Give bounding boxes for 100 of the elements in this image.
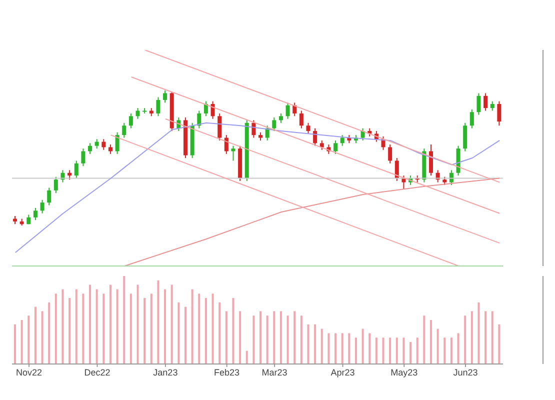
bar xyxy=(423,316,426,364)
candlestick xyxy=(204,100,208,117)
candlestick xyxy=(122,122,126,138)
bar xyxy=(252,316,255,364)
bar xyxy=(144,298,146,364)
bar xyxy=(382,338,384,364)
x-tick-label: Apr23 xyxy=(330,367,355,378)
candlestick xyxy=(252,120,256,138)
candlestick xyxy=(340,134,344,146)
candlestick xyxy=(108,144,112,154)
candlestick xyxy=(54,176,58,194)
bar xyxy=(136,284,139,364)
bar xyxy=(266,316,268,364)
candlestick xyxy=(81,148,86,167)
bar xyxy=(239,311,242,364)
bar xyxy=(341,333,344,364)
bar xyxy=(300,316,302,364)
candlestick xyxy=(286,102,290,120)
x-tick-label: Jan23 xyxy=(153,367,178,378)
bar xyxy=(54,294,57,364)
candlestick xyxy=(490,100,494,112)
bar xyxy=(191,289,194,364)
candlestick xyxy=(102,138,106,150)
candlestick xyxy=(115,132,120,154)
x-tick-label: Nov22 xyxy=(16,367,42,378)
bar xyxy=(28,316,30,364)
bar xyxy=(334,333,337,364)
x-tick-label: Jun23 xyxy=(453,367,478,378)
bar xyxy=(68,298,71,364)
bar xyxy=(286,316,289,364)
bar xyxy=(123,276,126,364)
bar xyxy=(157,280,160,364)
bar xyxy=(246,350,248,364)
candlestick xyxy=(463,122,468,152)
candlestick xyxy=(136,108,140,120)
bar xyxy=(436,328,439,364)
bar xyxy=(389,338,392,364)
bar xyxy=(20,320,23,364)
candlestick xyxy=(68,170,72,180)
bar xyxy=(396,338,398,364)
bar xyxy=(75,289,78,364)
bar xyxy=(204,298,207,364)
bar xyxy=(170,284,173,364)
x-tick-label: Mar23 xyxy=(262,367,288,378)
bar xyxy=(232,298,234,364)
candlestick xyxy=(231,145,236,162)
candlestick xyxy=(128,112,133,129)
candlestick xyxy=(388,144,392,164)
x-tick-label: May23 xyxy=(390,367,418,378)
candlestick xyxy=(40,199,44,214)
candlestick xyxy=(360,128,365,141)
bar xyxy=(402,338,405,364)
bar xyxy=(314,324,316,364)
bar xyxy=(470,311,473,364)
candlestick xyxy=(94,138,99,150)
bar xyxy=(294,311,296,364)
bar xyxy=(184,306,186,364)
bar xyxy=(89,284,92,364)
candlestick xyxy=(470,108,474,129)
candlestick xyxy=(428,144,433,176)
bar xyxy=(484,311,487,364)
candlestick xyxy=(313,128,318,146)
bar xyxy=(116,289,118,364)
candlestick xyxy=(265,125,270,141)
candlestick xyxy=(33,207,38,221)
bar xyxy=(464,316,466,364)
bar xyxy=(416,338,418,364)
candlestick xyxy=(47,187,52,206)
bar xyxy=(362,328,364,364)
bar xyxy=(307,324,310,364)
bar xyxy=(450,338,452,364)
bar xyxy=(109,284,112,364)
bar xyxy=(218,302,221,364)
candlestick xyxy=(278,112,283,124)
candlestick xyxy=(484,92,488,112)
bar xyxy=(368,333,371,364)
candlestick xyxy=(88,142,92,154)
bar xyxy=(48,302,50,364)
bar xyxy=(457,333,460,364)
candlestick xyxy=(394,158,399,182)
bar xyxy=(328,333,330,364)
candlestick xyxy=(334,140,338,154)
bar xyxy=(260,311,262,364)
bar xyxy=(41,311,44,364)
candlestick xyxy=(210,100,215,120)
candlestick xyxy=(224,134,228,154)
bar xyxy=(212,294,214,364)
candlestick xyxy=(163,90,168,104)
bar xyxy=(198,294,200,364)
candlestick xyxy=(306,122,310,134)
bar xyxy=(164,289,166,364)
bar xyxy=(102,294,105,364)
candlestick xyxy=(197,110,202,129)
x-tick-label: Dec22 xyxy=(84,367,110,378)
candlestick xyxy=(218,112,222,141)
bar xyxy=(498,324,500,364)
bar xyxy=(444,338,446,364)
bar xyxy=(225,311,228,364)
bar xyxy=(62,289,64,364)
bar xyxy=(354,338,357,364)
